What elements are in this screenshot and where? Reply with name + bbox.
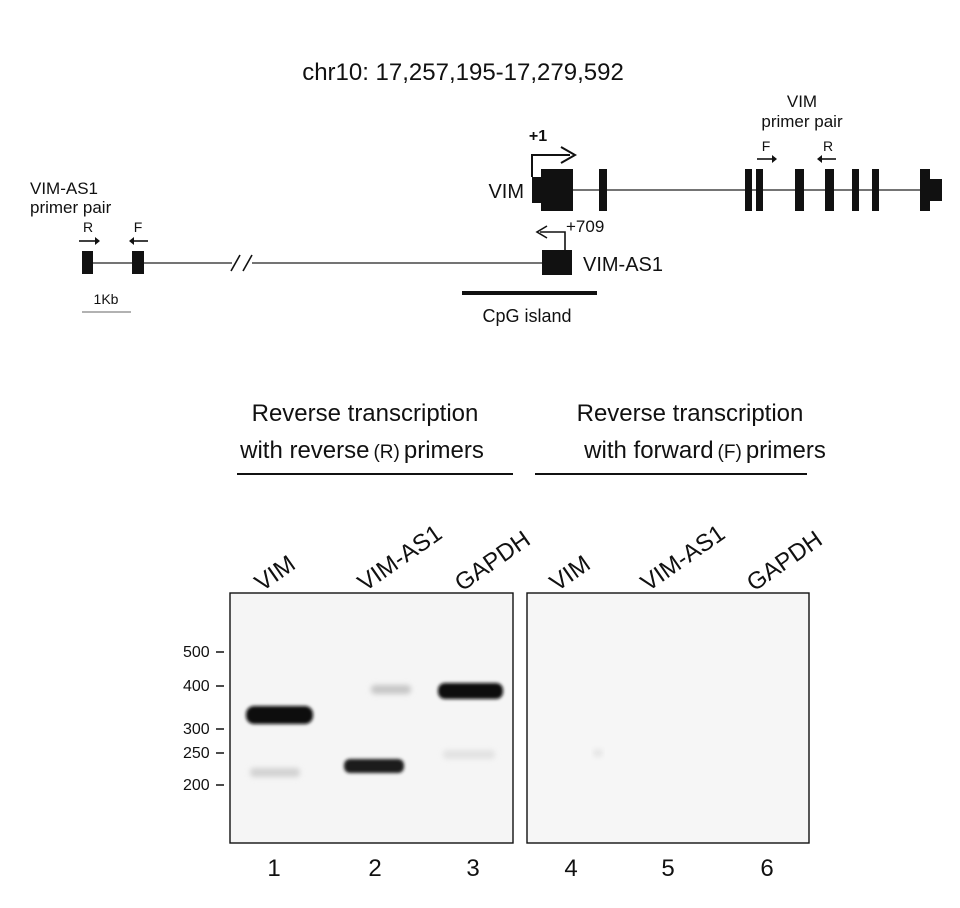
axis-break-marks — [230, 254, 253, 272]
lane-numbers: 1 2 3 4 5 6 — [267, 855, 773, 882]
lane-labels: VIM VIM-AS1 GAPDH VIM VIM-AS1 GAPDH — [250, 520, 827, 597]
vim-forward-primer-label: F — [762, 138, 771, 154]
scale-bar: 1Kb — [82, 291, 131, 313]
gel-group-left-line2-post: primers — [404, 437, 484, 464]
gel-figure: Reverse transcription with reverse (R) pri… — [183, 400, 827, 882]
vim-exon-8 — [872, 169, 879, 211]
cpg-island-label: CpG island — [482, 306, 571, 326]
lane-number-3: 3 — [466, 855, 479, 882]
gel-group-header-right: Reverse transcription with forward (F) pri… — [535, 400, 826, 475]
gel-group-header-left: Reverse transcription with reverse (R) pri… — [237, 400, 513, 475]
size-marker-400: 400 — [183, 678, 210, 695]
vim-as1-gene-track: VIM-AS1 — [82, 250, 663, 276]
vim-exon-9-utr — [929, 179, 942, 201]
vim-gene-label: VIM — [488, 181, 524, 203]
size-marker-300: 300 — [183, 721, 210, 738]
vim-as1-tss-label: +709 — [566, 217, 604, 236]
band-lane1-faint — [250, 768, 300, 777]
vim-as1-reverse-primer-label: R — [83, 219, 93, 235]
chromosome-coordinates: chr10: 17,257,195-17,279,592 — [302, 59, 624, 86]
vim-as1-tss-arrow: +709 — [535, 217, 604, 250]
size-marker-500: 500 — [183, 644, 210, 661]
band-lane3-faint — [443, 750, 495, 759]
lane-label-3: GAPDH — [450, 526, 535, 597]
band-lane2-strong — [344, 759, 404, 773]
gel-group-right-line2-paren: (F) — [718, 442, 742, 463]
lane-number-6: 6 — [760, 855, 773, 882]
vim-exon-5 — [795, 169, 804, 211]
vim-primer-pair: VIM primer pair F R — [757, 92, 843, 163]
lane-number-1: 1 — [267, 855, 280, 882]
vim-exon-6 — [825, 169, 834, 211]
vim-exon-4 — [756, 169, 763, 211]
vim-exon-1 — [541, 169, 573, 211]
vim-primer-pair-title-line2: primer pair — [761, 112, 843, 131]
vim-as1-exon-left-1 — [82, 251, 93, 274]
cpg-island: CpG island — [462, 291, 597, 326]
vim-as1-primer-pair-title-line2: primer pair — [30, 198, 112, 217]
band-lane3-strong — [438, 683, 503, 699]
gel-panel-right — [526, 592, 810, 844]
vim-tss-label: +1 — [529, 128, 547, 145]
size-marker-250: 250 — [183, 745, 210, 762]
lane-number-4: 4 — [564, 855, 577, 882]
vim-reverse-primer-arrow — [817, 155, 836, 163]
vim-exon-7 — [852, 169, 859, 211]
vim-as1-primer-pair-title-line1: VIM-AS1 — [30, 179, 98, 198]
gel-group-right-line1: Reverse transcription — [577, 400, 804, 427]
lane-label-6: GAPDH — [742, 526, 827, 597]
vim-as1-reverse-primer-arrow — [79, 237, 100, 245]
gel-artifact-spot — [593, 749, 603, 757]
scale-bar-label: 1Kb — [94, 291, 119, 307]
gel-group-left-line2-pre: with reverse — [239, 437, 369, 464]
lane-label-2: VIM-AS1 — [353, 520, 447, 597]
lane-label-1: VIM — [250, 550, 300, 597]
size-marker-200: 200 — [183, 777, 210, 794]
band-lane1-strong — [246, 706, 313, 724]
vim-as1-forward-primer-label: F — [134, 219, 143, 235]
vim-forward-primer-arrow — [757, 155, 777, 163]
vim-gene-track: VIM — [488, 169, 942, 211]
lane-label-5: VIM-AS1 — [636, 520, 730, 597]
vim-tss-arrow: +1 — [529, 128, 578, 177]
gel-group-right-line2: with forward (F) primers — [583, 437, 826, 464]
gel-group-left-line1: Reverse transcription — [252, 400, 479, 427]
lane-number-2: 2 — [368, 855, 381, 882]
size-markers: 500 400 300 250 200 — [183, 644, 224, 794]
vim-as1-primer-pair: VIM-AS1 primer pair R F — [30, 179, 148, 245]
gel-group-left-line2: with reverse (R) primers — [239, 437, 484, 464]
gene-locus-diagram: chr10: 17,257,195-17,279,592 VIM +1 VIM — [30, 59, 942, 326]
vim-as1-exon-main — [542, 250, 572, 275]
gel-group-right-line2-pre: with forward — [583, 437, 713, 464]
band-lane2-faint — [371, 685, 411, 694]
vim-exon-1a — [532, 177, 542, 203]
vim-primer-pair-title-line1: VIM — [787, 92, 817, 111]
lane-label-4: VIM — [545, 550, 595, 597]
vim-as1-exon-left-2 — [132, 251, 144, 274]
lane-number-5: 5 — [661, 855, 674, 882]
vim-exon-2 — [599, 169, 607, 211]
vim-reverse-primer-label: R — [823, 138, 833, 154]
gel-group-left-line2-paren: (R) — [373, 442, 399, 463]
vim-as1-gene-label: VIM-AS1 — [583, 254, 663, 276]
vim-exon-3 — [745, 169, 752, 211]
vim-as1-forward-primer-arrow — [129, 237, 148, 245]
gel-bands — [246, 683, 503, 777]
gel-group-right-line2-post: primers — [746, 437, 826, 464]
vim-exon-9 — [920, 169, 930, 211]
